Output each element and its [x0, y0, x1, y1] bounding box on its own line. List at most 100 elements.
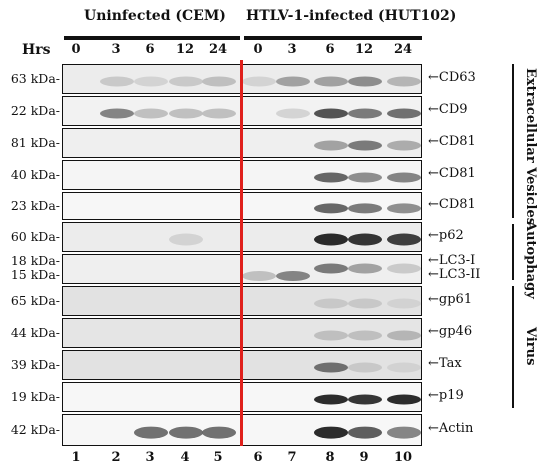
protein-name: p19: [438, 388, 464, 403]
band: [276, 271, 310, 281]
band: [202, 426, 236, 439]
band: [387, 362, 421, 373]
band: [314, 203, 348, 214]
timepoint-label: 24: [208, 42, 228, 57]
lane-number: 8: [325, 450, 335, 465]
band: [314, 172, 348, 183]
lane-number: 9: [359, 450, 369, 465]
protein-marker-label: ←gp46: [428, 324, 472, 339]
band: [100, 108, 134, 119]
band: [169, 233, 203, 246]
protein-name: gp61: [438, 292, 473, 307]
kda-label: 63 kDa-: [10, 71, 60, 86]
timepoint-label: 0: [253, 42, 263, 57]
lane-number: 6: [253, 450, 263, 465]
band: [242, 271, 276, 281]
band: [387, 330, 421, 341]
lane-number: 7: [287, 450, 297, 465]
timepoint-label: 24: [393, 42, 413, 57]
arrow-left-icon: ←: [428, 197, 439, 212]
band: [314, 298, 348, 309]
kda-label: 18 kDa-: [10, 253, 60, 268]
band: [314, 330, 348, 341]
band: [348, 172, 382, 183]
lane-number: 1: [71, 450, 81, 465]
protein-name: CD81: [438, 197, 476, 212]
category-bar-autophagy: [512, 224, 514, 280]
arrow-left-icon: ←: [428, 324, 439, 339]
protein-marker-label: ←Tax: [428, 356, 462, 371]
band: [387, 140, 421, 151]
band: [314, 263, 348, 274]
band: [348, 330, 382, 341]
protein-marker-label: ←CD63: [428, 70, 476, 85]
arrow-left-icon: ←: [428, 356, 439, 371]
group-bar-infected: [244, 36, 422, 40]
band: [314, 426, 348, 439]
protein-name: p62: [438, 228, 464, 243]
hrs-label: Hrs: [22, 42, 51, 58]
band: [134, 76, 168, 87]
band: [314, 140, 348, 151]
kda-label: 22 kDa-: [10, 103, 60, 118]
kda-label: 44 kDa-: [10, 325, 60, 340]
protein-marker-label: ←p62: [428, 228, 464, 243]
band: [202, 76, 236, 87]
band: [348, 203, 382, 214]
band: [348, 108, 382, 119]
band: [348, 394, 382, 405]
protein-name: Actin: [438, 421, 474, 436]
arrow-left-icon: ←: [428, 253, 439, 268]
kda-label: 39 kDa-: [10, 357, 60, 372]
arrow-left-icon: ←: [428, 267, 439, 282]
band: [387, 203, 421, 214]
band: [276, 108, 310, 119]
group-bar-uninfected: [64, 36, 240, 40]
band: [314, 233, 348, 246]
category-label-virus: Virus: [523, 327, 538, 366]
protein-marker-label: ←Actin: [428, 421, 473, 436]
arrow-left-icon: ←: [428, 292, 439, 307]
lane-number: 3: [145, 450, 155, 465]
protein-marker-label: ←CD9: [428, 102, 468, 117]
protein-marker-label: ←CD81: [428, 197, 476, 212]
band: [348, 233, 382, 246]
arrow-left-icon: ←: [428, 166, 439, 181]
lane-number: 4: [180, 450, 190, 465]
category-label-autophagy: Autophagy: [523, 221, 538, 299]
category-label-ev: Extracellular Vesicles: [523, 68, 538, 226]
band: [202, 108, 236, 119]
protein-name: CD9: [438, 102, 468, 117]
band: [314, 394, 348, 405]
arrow-left-icon: ←: [428, 388, 439, 403]
protein-name: CD81: [438, 134, 476, 149]
kda-label: 42 kDa-: [10, 422, 60, 437]
band: [314, 108, 348, 119]
band: [276, 76, 310, 87]
lane-number: 2: [111, 450, 121, 465]
band: [314, 76, 348, 87]
lane-number: 10: [393, 450, 413, 465]
protein-marker-label: ←LC3-I: [428, 253, 475, 268]
kda-label: 15 kDa-: [10, 267, 60, 282]
arrow-left-icon: ←: [428, 70, 439, 85]
band: [387, 172, 421, 183]
protein-marker-label: ←CD81: [428, 134, 476, 149]
band: [348, 362, 382, 373]
band: [387, 108, 421, 119]
kda-label: 19 kDa-: [10, 389, 60, 404]
band: [134, 108, 168, 119]
protein-name: Tax: [438, 356, 462, 371]
band: [387, 233, 421, 246]
band: [169, 108, 203, 119]
band: [242, 76, 276, 87]
timepoint-label: 0: [71, 42, 81, 57]
group-label-uninfected: Uninfected (CEM): [84, 8, 226, 24]
band: [387, 263, 421, 274]
band: [387, 426, 421, 439]
category-bar-ev: [512, 64, 514, 218]
band: [387, 298, 421, 309]
arrow-left-icon: ←: [428, 421, 439, 436]
timepoint-label: 12: [175, 42, 195, 57]
arrow-left-icon: ←: [428, 102, 439, 117]
